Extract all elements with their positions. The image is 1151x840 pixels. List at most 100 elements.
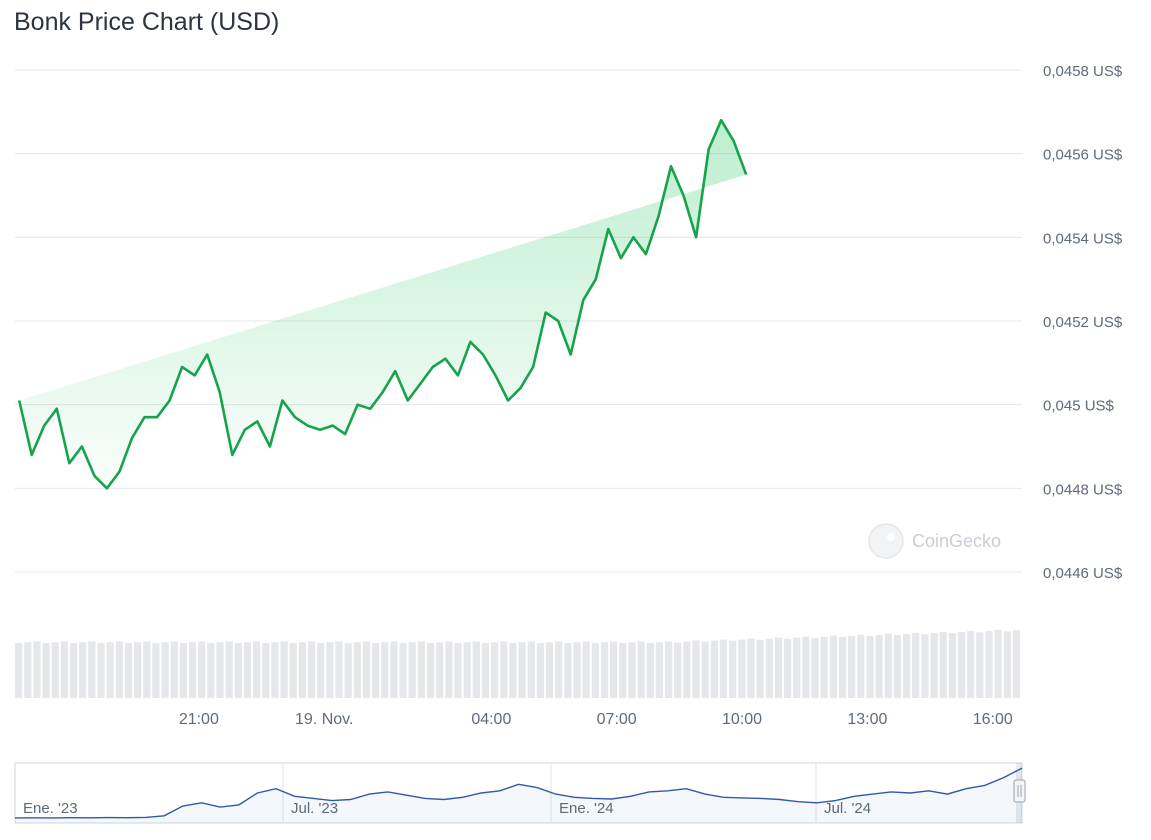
volume-bar xyxy=(390,641,398,698)
volume-bar xyxy=(491,642,499,698)
volume-bar xyxy=(893,635,901,698)
volume-bar xyxy=(161,642,169,698)
volume-bar xyxy=(573,642,581,698)
y-tick-label: 0,0456 US$ xyxy=(1043,147,1123,164)
volume-bar xyxy=(454,643,462,698)
price-series-line xyxy=(17,118,748,490)
volume-bar xyxy=(610,641,618,698)
volume-bar xyxy=(875,634,883,698)
volume-bar xyxy=(170,641,178,698)
volume-bar xyxy=(79,642,87,698)
coingecko-watermark: CoinGecko xyxy=(868,523,1001,559)
navigator-line xyxy=(14,767,1023,819)
volume-bar xyxy=(362,641,371,698)
volume-bar xyxy=(344,643,352,698)
navigator-handle[interactable] xyxy=(1013,779,1026,803)
volume-bar xyxy=(527,641,535,698)
volume-bar xyxy=(884,633,892,698)
volume-bar xyxy=(820,636,828,698)
y-tick-label: 0,045 US$ xyxy=(1043,398,1115,415)
volume-bar xyxy=(179,643,187,698)
navigator-label: Ene. '23 xyxy=(23,800,78,817)
volume-bar xyxy=(97,643,105,698)
volume-bar xyxy=(756,639,764,698)
volume-bar xyxy=(857,634,865,698)
volume-bar xyxy=(591,643,599,698)
volume-bar xyxy=(518,642,526,698)
volume-bar xyxy=(674,642,682,698)
volume-bar xyxy=(262,643,270,698)
volume-bar xyxy=(143,641,151,698)
x-tick-label: 07:00 xyxy=(597,711,637,728)
y-tick-label: 0,0446 US$ xyxy=(1043,565,1123,582)
volume-bar xyxy=(280,641,288,698)
volume-bar xyxy=(536,643,544,698)
volume-bar xyxy=(967,631,975,698)
volume-bar xyxy=(930,633,938,698)
y-tick-label: 0,0458 US$ xyxy=(1043,63,1123,80)
volume-bar xyxy=(774,637,782,698)
volume-bar xyxy=(253,641,261,698)
grid-lines xyxy=(15,69,1022,573)
volume-bar xyxy=(216,642,224,698)
volume-bar xyxy=(692,640,700,698)
navigator-label: Jul. '23 xyxy=(291,800,338,817)
volume-bar xyxy=(436,642,444,698)
volume-bar xyxy=(271,642,279,698)
price-area-fill xyxy=(19,120,747,489)
volume-bar xyxy=(69,643,78,698)
volume-bar xyxy=(207,643,215,698)
volume-bar xyxy=(948,633,956,698)
volume-bar xyxy=(619,643,627,698)
volume-bar xyxy=(701,641,709,698)
volume-bar xyxy=(106,642,114,698)
volume-bar xyxy=(225,641,233,698)
y-axis: 0,0458 US$ 0,0456 US$ 0,0454 US$ 0,0452 US$… xyxy=(1043,63,1123,582)
volume-bar xyxy=(1003,631,1011,698)
volume-bar xyxy=(939,631,947,698)
volume-bar xyxy=(500,641,508,698)
volume-bar xyxy=(481,643,490,698)
volume-bar xyxy=(564,643,572,698)
volume-bar xyxy=(848,635,856,698)
volume-bar xyxy=(60,641,68,698)
volume-bar xyxy=(326,642,334,698)
volume-bar xyxy=(417,641,425,698)
volume-bars xyxy=(15,630,1020,698)
volume-bar xyxy=(298,642,306,698)
volume-bar xyxy=(710,640,718,698)
volume-bar xyxy=(738,639,746,698)
navigator-label: Ene. '24 xyxy=(559,800,614,817)
volume-bar xyxy=(628,642,636,698)
volume-bar xyxy=(472,641,480,698)
volume-bar xyxy=(838,637,847,698)
volume-bar xyxy=(124,643,133,698)
x-tick-label: 13:00 xyxy=(847,711,887,728)
volume-bar xyxy=(24,642,32,698)
volume-bar xyxy=(372,643,380,698)
navigator-frame xyxy=(14,762,1023,824)
volume-bar xyxy=(582,641,590,698)
navigator-label: Jul. '24 xyxy=(824,800,871,817)
volume-bar xyxy=(811,637,819,698)
volume-bar xyxy=(51,642,59,698)
range-navigator[interactable]: Ene. '23 Jul. '23 Ene. '24 Jul. '24 xyxy=(14,762,1026,824)
volume-bar xyxy=(353,642,361,698)
volume-bar xyxy=(1012,630,1020,698)
gecko-logo-icon xyxy=(868,523,904,559)
volume-bar xyxy=(903,634,911,698)
volume-bar xyxy=(665,641,673,698)
volume-bar xyxy=(921,634,929,698)
volume-bar xyxy=(152,643,160,698)
volume-bar xyxy=(33,641,41,698)
volume-bar xyxy=(802,636,810,698)
x-tick-label: 04:00 xyxy=(471,711,511,728)
volume-bar xyxy=(957,632,966,698)
volume-bar xyxy=(912,632,920,698)
volume-bar xyxy=(637,641,645,698)
x-tick-label: 19. Nov. xyxy=(295,711,353,728)
price-area xyxy=(19,120,747,489)
gecko-eye-icon xyxy=(887,533,895,541)
volume-bar xyxy=(15,643,23,698)
